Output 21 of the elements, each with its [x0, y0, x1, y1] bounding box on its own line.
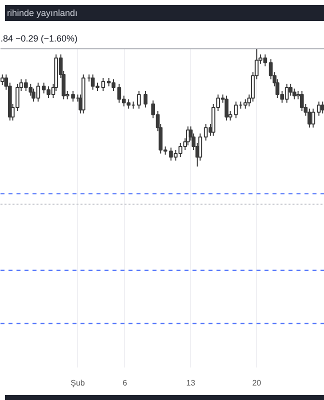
candlestick: [288, 83, 293, 96]
candlestick: [234, 101, 238, 119]
candlestick: [204, 124, 208, 142]
candlestick: [144, 90, 148, 108]
candlestick: [300, 90, 304, 112]
candlestick: [243, 98, 248, 110]
x-tick-label: 20: [252, 378, 262, 388]
candlestick: [101, 78, 106, 92]
x-tick-label: Şub: [70, 378, 86, 388]
candlestick: [224, 95, 228, 121]
candlestick: [320, 101, 324, 114]
candlestick: [137, 90, 141, 110]
candlestick: [308, 108, 312, 128]
candlestick: [292, 88, 296, 100]
chart-subtitle: .84 −0.29 (−1.60%): [0, 34, 78, 44]
candlestick: [0, 74, 4, 86]
x-tick-label: 13: [186, 378, 196, 388]
chart-title: rihinde yayınlandı: [7, 7, 78, 20]
candlestick: [311, 108, 316, 128]
candlestick: [316, 101, 321, 116]
x-tick-label: 6: [122, 378, 128, 388]
